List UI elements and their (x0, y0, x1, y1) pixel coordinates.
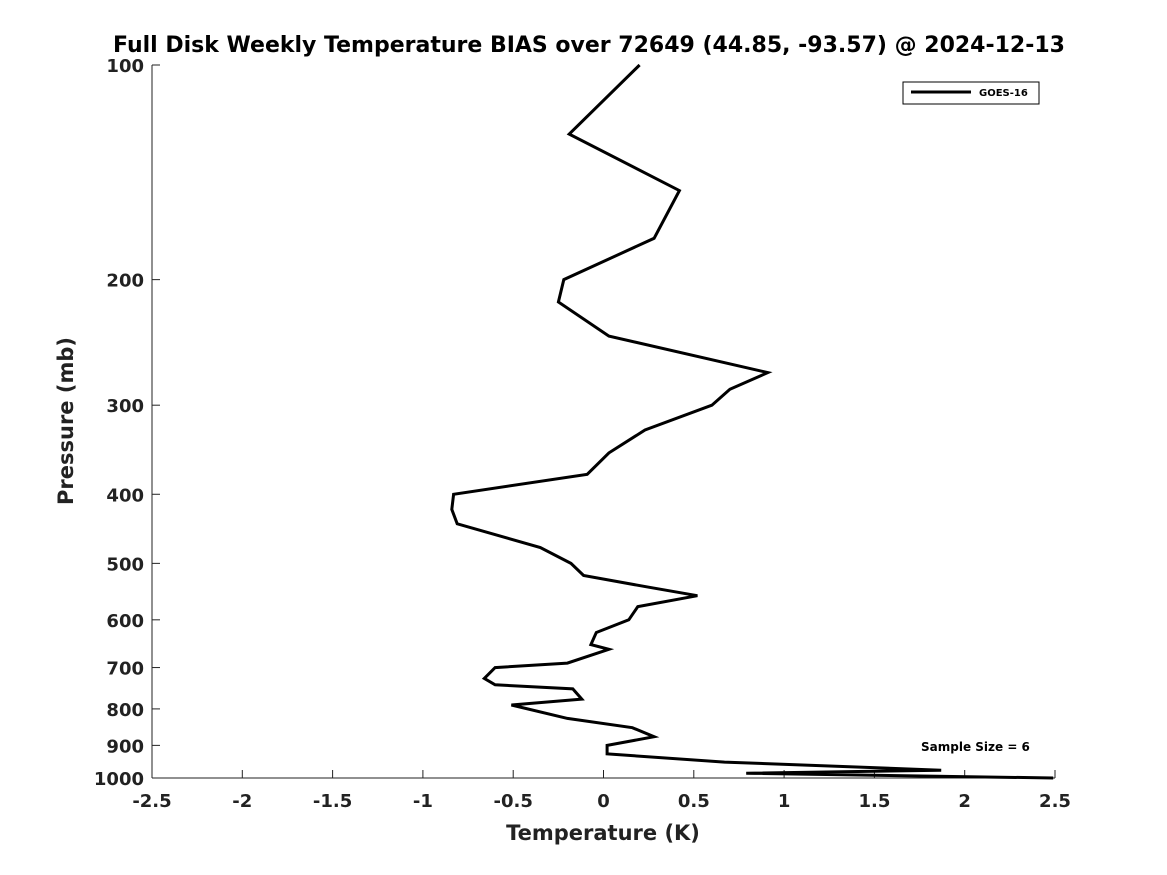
x-axis-ticks: -2.5 -2 -1.5 -1 -0.5 0 0.5 1 1.5 2 2.5 (132, 770, 1071, 812)
x-tick-label: -2.5 (132, 791, 171, 812)
x-tick-label: 1 (778, 791, 791, 812)
y-tick-label: 100 (106, 56, 144, 77)
x-tick-label: -2 (232, 791, 252, 812)
y-tick-label: 700 (106, 659, 144, 680)
chart-title: Full Disk Weekly Temperature BIAS over 7… (113, 33, 1065, 58)
x-tick-label: 2 (958, 791, 971, 812)
y-tick-label: 300 (106, 396, 144, 417)
x-axis-label: Temperature (K) (506, 821, 700, 845)
x-tick-label: -1 (413, 791, 433, 812)
y-tick-label: 1000 (94, 769, 144, 790)
sample-size-annotation: Sample Size = 6 (921, 740, 1030, 754)
series-line-goes-16 (450, 63, 1054, 780)
y-tick-label: 500 (106, 554, 144, 575)
y-tick-label: 200 (106, 271, 144, 292)
x-tick-label: -1.5 (313, 791, 352, 812)
series-layer (450, 63, 1054, 780)
legend-label: GOES-16 (979, 88, 1028, 99)
x-tick-label: 1.5 (858, 791, 890, 812)
y-tick-label: 800 (106, 700, 144, 721)
x-tick-label: 0 (597, 791, 610, 812)
legend: GOES-16 (902, 81, 1040, 105)
x-tick-label: 2.5 (1039, 791, 1071, 812)
y-axis-ticks: 100 200 300 400 500 600 700 800 900 1000 (94, 56, 160, 790)
x-tick-label: 0.5 (678, 791, 710, 812)
y-tick-label: 600 (106, 611, 144, 632)
y-axis-label: Pressure (mb) (54, 337, 78, 505)
y-tick-label: 900 (106, 736, 144, 757)
y-tick-label: 400 (106, 485, 144, 506)
x-tick-label: -0.5 (494, 791, 533, 812)
